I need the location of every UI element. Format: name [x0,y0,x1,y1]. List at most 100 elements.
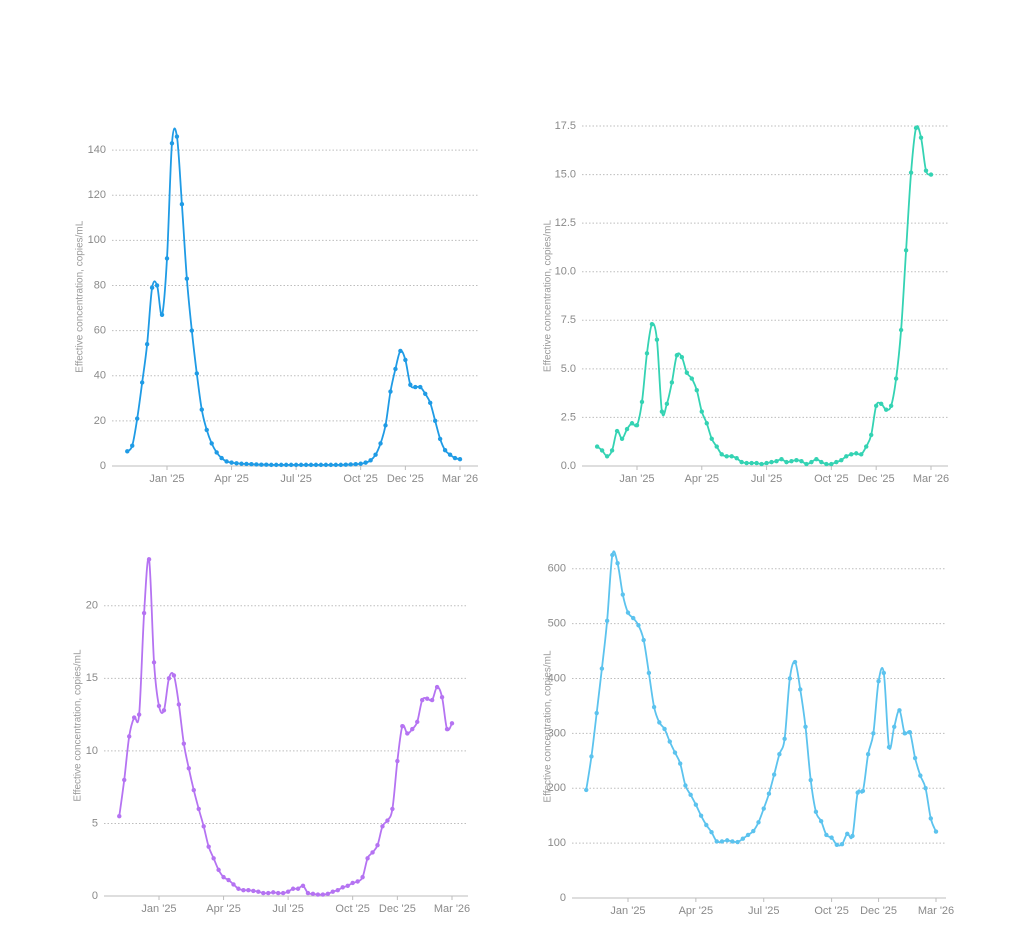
data-point [429,697,435,703]
data-point [659,409,665,414]
data-point [370,850,375,855]
y-tick-label: 100 [548,837,566,849]
data-point [388,389,393,394]
data-point [902,731,907,736]
data-point [452,455,458,461]
data-point [913,125,919,131]
data-point [196,806,201,812]
y-tick-label: 120 [88,189,106,201]
data-point [350,880,355,886]
data-point [779,457,784,462]
data-point [348,462,353,467]
data-point [834,842,840,847]
x-tick-label: Jul '25 [751,473,782,485]
data-point [216,867,221,873]
data-point [641,637,646,643]
x-tick-label: Dec '25 [387,473,424,485]
data-point [876,679,881,684]
data-line [126,127,461,466]
data-point [813,809,819,815]
data-point [683,783,688,788]
data-point [410,726,415,732]
data-point [735,839,740,845]
y-axis-title: Effective concentration, copies/mL [543,220,554,373]
data-point [393,366,398,372]
data-point [398,348,403,354]
data-point [256,889,261,894]
data-point [189,328,195,333]
data-point [604,454,610,459]
x-tick-label: Mar '26 [918,905,954,917]
y-tick-label: 0.0 [561,460,576,472]
data-point [918,773,923,778]
data-point [893,376,899,381]
data-point [845,831,850,836]
data-point [739,459,744,465]
data-point [824,832,829,838]
data-point [295,886,301,891]
y-tick-label: 7.5 [561,314,576,326]
data-point [662,726,667,732]
data-point [264,462,269,467]
x-tick-label: Jan '25 [619,473,654,485]
data-point [328,462,334,468]
data-line [596,125,932,466]
data-line [585,550,937,847]
data-point [903,248,909,253]
data-point [171,673,177,678]
data-point [375,843,380,848]
data-point [625,610,631,615]
data-point [798,687,803,692]
data-point [179,202,185,207]
data-point [908,170,914,175]
data-point [599,666,605,671]
data-point [285,889,291,894]
data-point [181,741,187,746]
data-point [672,750,678,755]
data-point [413,384,418,390]
data-point [631,615,636,621]
data-point [400,724,405,729]
x-tick-label: Jan '25 [149,473,184,485]
data-point [698,813,704,818]
data-point [657,720,662,725]
y-tick-label: 12.5 [555,217,576,229]
x-tick-label: Dec '25 [379,903,416,915]
data-point [231,882,236,887]
x-tick-label: Mar '26 [442,473,478,485]
data-point [300,883,306,889]
data-point [191,787,196,793]
data-point [365,856,370,861]
data-point [834,459,839,465]
data-point [734,456,739,461]
data-point [619,436,625,441]
data-point [266,890,271,896]
data-point [854,451,859,456]
data-point [714,839,719,844]
data-point [444,726,450,732]
data-point [358,461,363,466]
data-point [176,702,182,707]
data-point [280,890,286,896]
data-point [792,659,798,665]
data-point [246,887,251,893]
data-point [654,337,660,342]
data-point [782,736,787,742]
data-point [449,721,455,726]
data-point [898,327,904,333]
data-point [259,462,264,467]
data-point [589,754,594,759]
data-point [420,697,425,703]
data-point [693,802,699,807]
data-point [383,423,388,428]
y-tick-label: 0 [100,460,106,472]
x-tick-label: Oct '25 [335,903,370,915]
data-point [390,806,395,812]
data-point [432,418,438,424]
data-point [897,708,902,713]
data-point [194,371,199,376]
data-point [594,444,600,449]
data-point [415,719,420,725]
